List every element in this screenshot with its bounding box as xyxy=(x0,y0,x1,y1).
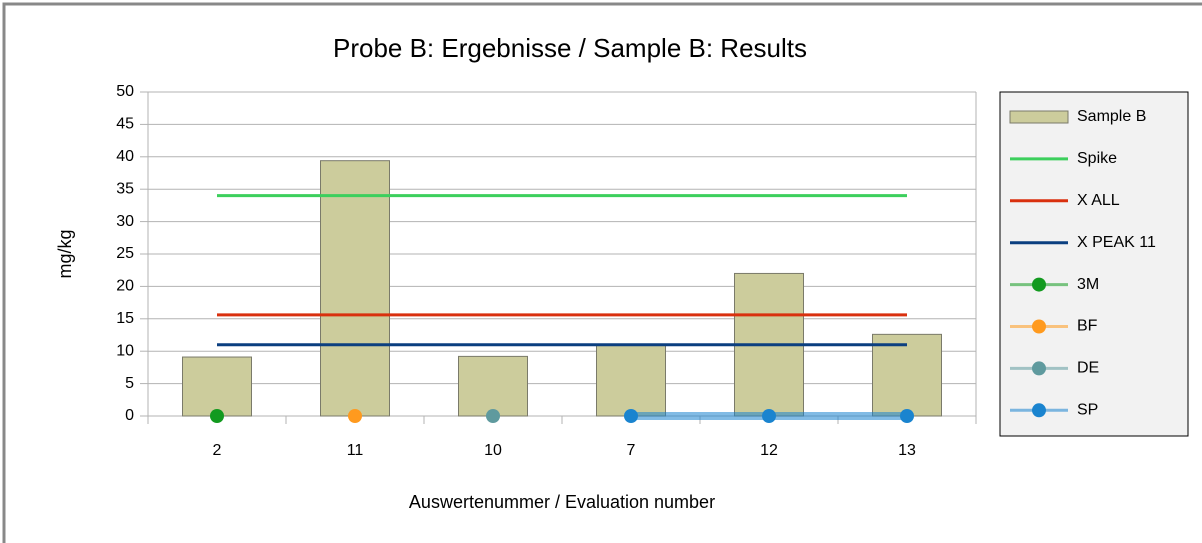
x-tick-label: 2 xyxy=(213,442,222,459)
bar xyxy=(872,333,942,417)
y-tick-label: 25 xyxy=(116,245,134,262)
chart-title: Probe B: Ergebnisse / Sample B: Results xyxy=(333,33,807,63)
bar xyxy=(182,356,252,417)
x-tick-label: 10 xyxy=(484,442,502,459)
y-axis-label: mg/kg xyxy=(55,229,75,278)
x-tick-label: 12 xyxy=(760,442,778,459)
y-tick-label: 45 xyxy=(116,116,134,133)
point xyxy=(210,409,224,423)
x-tick-label: 11 xyxy=(347,442,364,459)
legend-label: X PEAK 11 xyxy=(1077,234,1156,251)
bar xyxy=(596,344,666,417)
legend-label: Spike xyxy=(1077,150,1117,167)
y-tick-label: 15 xyxy=(116,310,134,327)
bar xyxy=(458,355,528,417)
legend-label: X ALL xyxy=(1077,192,1120,209)
legend-label: Sample B xyxy=(1077,108,1146,125)
y-tick-label: 5 xyxy=(125,375,134,392)
point xyxy=(486,409,500,423)
legend-label: DE xyxy=(1077,360,1099,377)
x-tick-label: 13 xyxy=(898,442,916,459)
legend-swatch xyxy=(1032,277,1046,292)
y-tick-label: 40 xyxy=(116,148,134,165)
legend-swatch xyxy=(1032,361,1046,376)
point xyxy=(348,409,362,423)
y-tick-label: 50 xyxy=(116,83,134,100)
y-tick-label: 0 xyxy=(125,407,134,424)
y-tick-label: 30 xyxy=(116,213,134,230)
legend-swatch xyxy=(1032,403,1046,418)
x-tick-label: 7 xyxy=(627,442,636,459)
y-tick-label: 10 xyxy=(116,342,134,359)
point xyxy=(624,409,638,423)
point xyxy=(900,409,914,423)
legend-box xyxy=(999,91,1189,437)
legend-label: BF xyxy=(1077,318,1098,335)
bar xyxy=(320,160,390,417)
point xyxy=(762,409,776,423)
y-tick-label: 20 xyxy=(116,278,134,295)
legend-swatch xyxy=(1009,110,1069,124)
legend-swatch xyxy=(1032,319,1046,334)
legend-label: SP xyxy=(1077,402,1098,419)
x-axis-label: Auswertenummer / Evaluation number xyxy=(409,492,715,512)
y-tick-label: 35 xyxy=(116,180,134,197)
legend-label: 3M xyxy=(1077,276,1099,293)
